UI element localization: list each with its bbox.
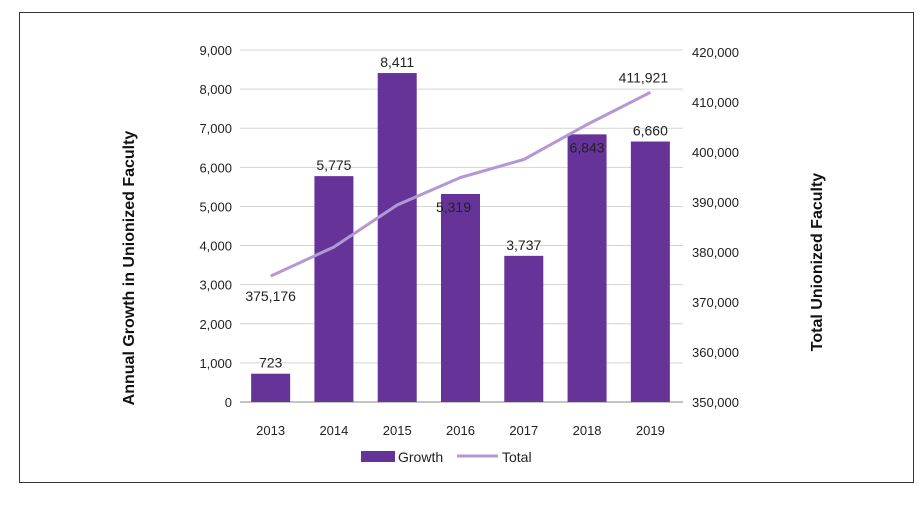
x-tick-label: 2016	[446, 423, 475, 438]
y2-tick-label: 420,000	[692, 45, 739, 60]
x-tick-label: 2015	[383, 423, 412, 438]
y-tick-label: 2,000	[199, 317, 232, 332]
x-tick-label: 2019	[636, 423, 665, 438]
y2-tick-label: 400,000	[692, 145, 739, 160]
bar-value-label: 3,737	[506, 237, 541, 253]
x-tick-label: 2018	[573, 423, 602, 438]
bar	[441, 193, 480, 402]
bar-value-label: 6,660	[633, 123, 668, 139]
x-tick-label: 2014	[319, 423, 348, 438]
right-axis-ticks: 350,000 360,000 370,000 380,000 390,000 400,0…	[692, 45, 739, 410]
bar-value-label: 6,843	[570, 139, 605, 155]
y2-tick-label: 390,000	[692, 195, 739, 210]
bar-labels: 723 5,775 8,411 5,319 3,737 6,843 6,660	[259, 54, 668, 371]
y-tick-label: 4,000	[199, 239, 232, 254]
bars	[251, 73, 670, 403]
bar-value-label: 723	[259, 355, 283, 371]
legend-label-growth: Growth	[398, 449, 443, 465]
legend: Growth Total	[361, 449, 532, 465]
bar	[314, 176, 354, 402]
y-tick-label: 7,000	[199, 121, 232, 136]
y-tick-label: 9,000	[199, 43, 232, 58]
y-tick-label: 0	[225, 395, 232, 410]
legend-swatch-growth	[361, 451, 395, 462]
bar	[567, 134, 607, 402]
total-line	[270, 91, 652, 278]
y-tick-label: 5,000	[199, 199, 232, 214]
bar	[251, 373, 291, 402]
bar-value-label: 5,319	[436, 199, 471, 215]
y-tick-label: 6,000	[199, 160, 232, 175]
bar	[630, 141, 670, 402]
y-tick-label: 3,000	[199, 278, 232, 293]
y2-tick-label: 380,000	[692, 245, 739, 260]
legend-label-total: Total	[502, 449, 532, 465]
bar-value-label: 5,775	[316, 157, 351, 173]
y2-tick-label: 410,000	[692, 95, 739, 110]
x-axis-ticks: 2013 2014 2015 2016 2017 2018 2019	[256, 423, 665, 438]
y-tick-label: 1,000	[199, 356, 232, 371]
y2-tick-label: 360,000	[692, 345, 739, 360]
grid	[240, 49, 683, 403]
x-tick-label: 2013	[256, 423, 285, 438]
bar	[504, 255, 544, 402]
bar	[377, 73, 417, 403]
line-point-label: 375,176	[245, 288, 296, 304]
total-series-line	[270, 91, 652, 278]
bar-value-label: 8,411	[380, 54, 414, 70]
y-axis-label: Annual Growth in Unionized Faculty	[121, 131, 138, 406]
y2-tick-label: 370,000	[692, 295, 739, 310]
line-point-label: 411,921	[619, 69, 669, 85]
x-tick-label: 2017	[509, 423, 538, 438]
chart-frame	[19, 12, 914, 483]
left-axis-ticks: 0 1,000 2,000 3,000 4,000 5,000 6,000 7,000 8,00…	[199, 43, 232, 410]
y2-tick-label: 350,000	[692, 395, 739, 410]
y2-axis-label: Total Unionized Faculty	[809, 173, 826, 351]
y-tick-label: 8,000	[199, 82, 232, 97]
line-labels: 375,176 411,921	[245, 69, 668, 304]
